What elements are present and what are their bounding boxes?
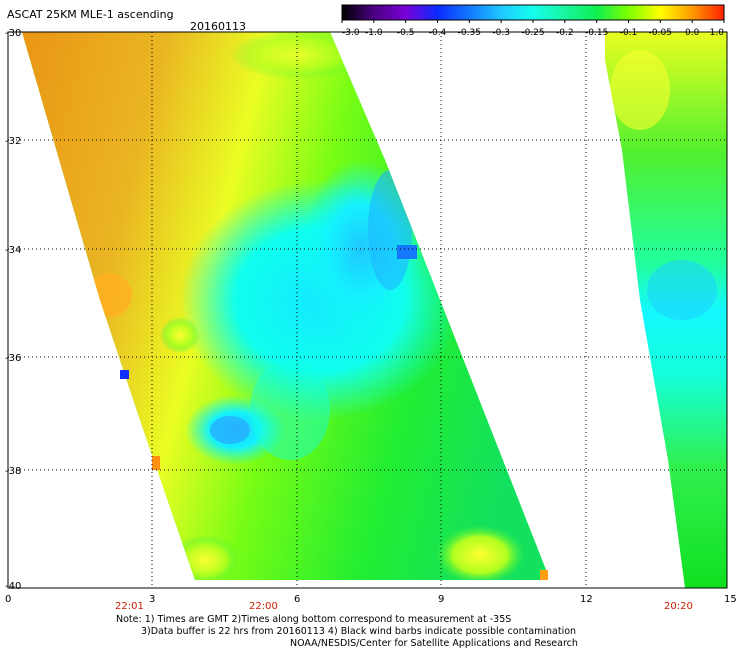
time-label: 20:20 — [664, 601, 693, 612]
x-tick-label: 15 — [724, 594, 737, 605]
x-tick-label: 0 — [5, 594, 11, 605]
map-frame — [7, 31, 728, 589]
x-tick-label: 6 — [294, 594, 300, 605]
note-line-3: NOAA/NESDIS/Center for Satellite Applica… — [290, 638, 578, 649]
swath-map: -30 -32 -34 -36 -38 -40 0 3 6 9 12 15 22… — [5, 4, 737, 612]
time-label: 22:00 — [249, 601, 278, 612]
swath-right — [605, 32, 727, 588]
colorbar-label: -0.25 — [521, 28, 544, 38]
colorbar-label: -0.5 — [397, 28, 415, 38]
x-tick-label: 3 — [149, 594, 155, 605]
colorbar: -3.0 -1.0 -0.5 -0.4 -0.35 -0.3 -0.25 -0.2 -0.15 -… — [341, 4, 725, 38]
y-tick-label: -38 — [5, 466, 21, 477]
colorbar-label: -3.0 — [342, 28, 360, 38]
colorbar-label: -1.0 — [365, 28, 383, 38]
colorbar-label: -0.2 — [556, 28, 574, 38]
chart-title: ASCAT 25KM MLE-1 ascending — [7, 8, 174, 21]
y-tick-label: -32 — [5, 136, 21, 147]
colorbar-label: -0.1 — [620, 28, 638, 38]
note-line-1: Note: 1) Times are GMT 2)Times along bot… — [116, 614, 512, 625]
colorbar-label: -0.4 — [429, 28, 447, 38]
swath-left — [22, 32, 548, 580]
x-tick-label: 9 — [438, 594, 444, 605]
y-tick-label: -30 — [5, 28, 21, 39]
note-line-2: 3)Data buffer is 22 hrs from 20160113 4)… — [141, 626, 577, 637]
graticule — [8, 32, 727, 588]
colorbar-label: -0.3 — [492, 28, 510, 38]
y-tick-label: -40 — [5, 581, 21, 592]
colorbar-label: 1.0 — [710, 28, 725, 38]
y-tick-label: -36 — [5, 353, 21, 364]
y-tick-label: -34 — [5, 245, 21, 256]
x-tick-label: 12 — [580, 594, 593, 605]
time-label: 22:01 — [115, 601, 144, 612]
colorbar-ramp — [342, 5, 724, 20]
chart-date: 20160113 — [190, 20, 246, 33]
colorbar-label: -0.15 — [585, 28, 608, 38]
colorbar-label: -0.05 — [649, 28, 672, 38]
colorbar-label: 0.0 — [685, 28, 700, 38]
colorbar-label: -0.35 — [458, 28, 481, 38]
